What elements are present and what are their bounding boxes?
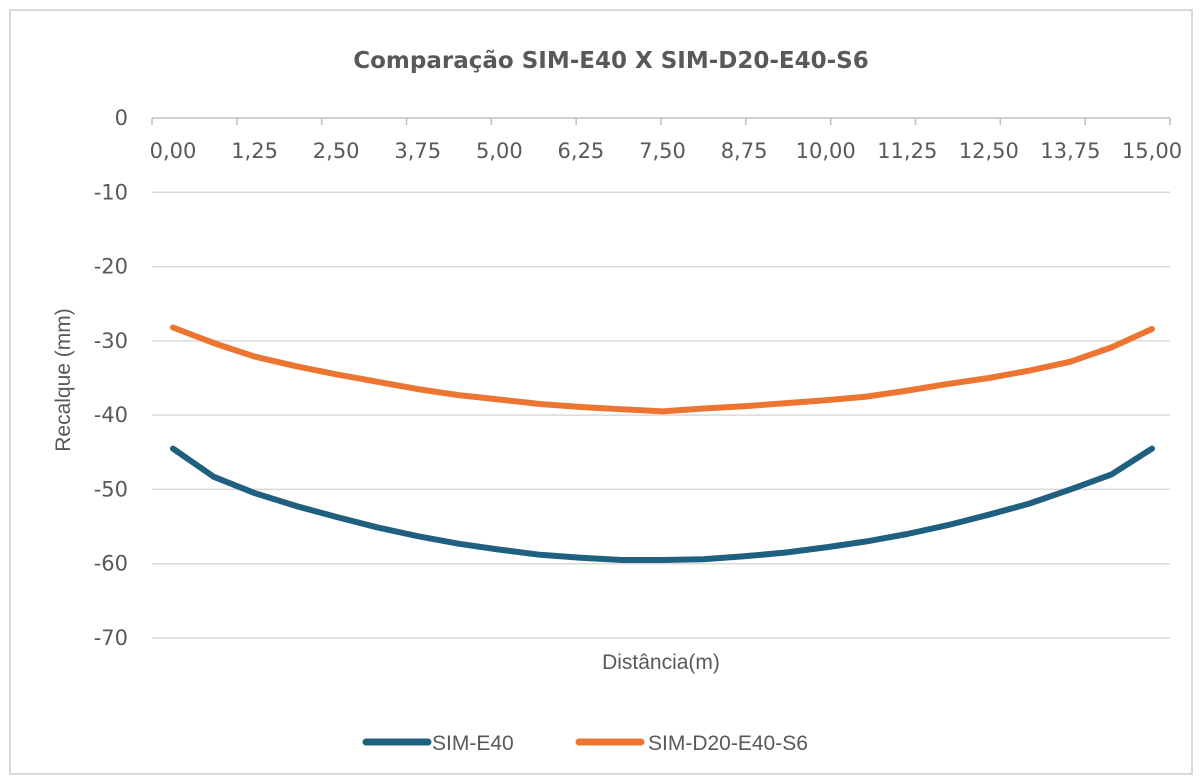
y-tick-label: -10 bbox=[94, 180, 128, 204]
x-tick-label: 3,75 bbox=[394, 139, 441, 163]
x-tick-label: 0,00 bbox=[150, 139, 197, 163]
x-tick-label: 12,50 bbox=[959, 139, 1019, 163]
y-tick-label: -40 bbox=[94, 403, 128, 427]
legend-label: SIM-E40 bbox=[432, 732, 514, 755]
x-tick-label: 1,25 bbox=[231, 139, 278, 163]
y-axis-ticks: 0 -10 -20 -30 -40 -50 -60 -70 bbox=[94, 106, 128, 650]
chart-title: Comparação SIM-E40 X SIM-D20-E40-S6 bbox=[353, 48, 869, 74]
x-tick-label: 15,00 bbox=[1122, 139, 1182, 163]
gridlines bbox=[152, 191, 1170, 639]
y-tick-label: 0 bbox=[115, 106, 128, 130]
legend: SIM-E40 SIM-D20-E40-S6 bbox=[362, 732, 808, 755]
x-tick-label: 7,50 bbox=[639, 139, 686, 163]
x-tick-label: 2,50 bbox=[313, 139, 360, 163]
x-tick-label: 8,75 bbox=[721, 139, 768, 163]
y-tick-label: -60 bbox=[94, 552, 128, 576]
x-tick-label: 11,25 bbox=[877, 139, 937, 163]
y-tick-label: -30 bbox=[94, 329, 128, 353]
chart-frame bbox=[9, 9, 1193, 775]
x-axis-title: Distância(m) bbox=[602, 651, 720, 674]
x-tick-label: 5,00 bbox=[476, 139, 523, 163]
series-lines bbox=[170, 324, 1155, 563]
y-axis-title: Recalque (mm) bbox=[52, 308, 75, 452]
series-line-sim-e40 bbox=[170, 445, 1155, 563]
legend-label: SIM-D20-E40-S6 bbox=[648, 732, 808, 755]
y-tick-label: -50 bbox=[94, 477, 128, 501]
y-tick-label: -20 bbox=[94, 255, 128, 279]
x-tick-label: 10,00 bbox=[796, 139, 856, 163]
x-tick-label: 6,25 bbox=[558, 139, 605, 163]
y-tick-label: -70 bbox=[94, 626, 128, 650]
x-tick-label: 13,75 bbox=[1040, 139, 1100, 163]
x-axis: 0,00 1,25 2,50 3,75 5,00 6,25 7,50 8,75 10,00 11,… bbox=[150, 117, 1182, 163]
series-line-sim-d20-e40-s6 bbox=[170, 324, 1155, 415]
